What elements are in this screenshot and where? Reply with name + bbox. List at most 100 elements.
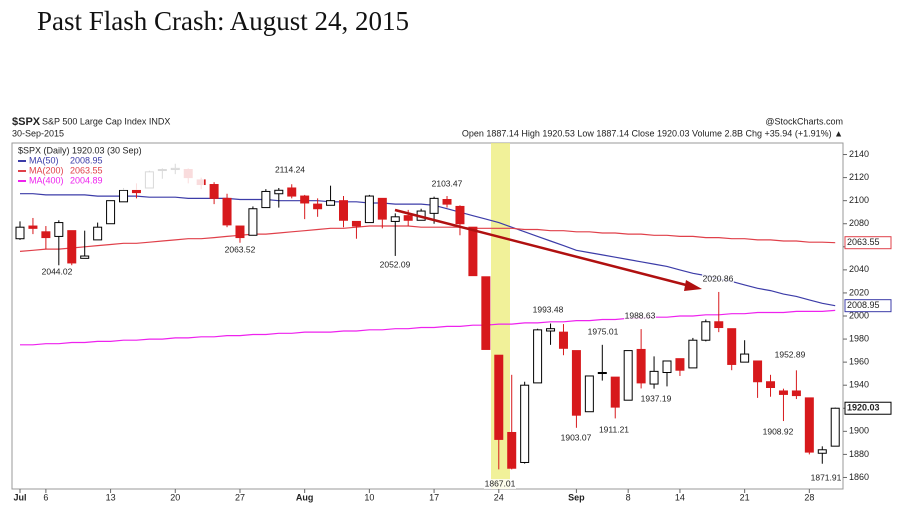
annotation: 2063.52 (225, 244, 256, 254)
y-tick-label: 1880 (849, 449, 869, 459)
annotation: 1937.19 (641, 393, 672, 403)
candle-body (235, 225, 245, 239)
annotation-bg (774, 350, 806, 360)
quote: Open 1887.14 High 1920.53 Low 1887.14 Cl… (462, 128, 843, 138)
annotation-bg (274, 165, 306, 175)
candle-body (390, 216, 400, 222)
candle-body (261, 190, 271, 209)
candle-body (93, 226, 103, 241)
legend-price: $SPX (Daily) 1920.03 (30 Sep) (18, 145, 142, 155)
index-name: S&P 500 Large Cap Index INDX (42, 116, 170, 126)
arrow-head (684, 280, 702, 291)
candle-body (41, 231, 51, 239)
candle-body (571, 350, 581, 416)
candle-body (791, 390, 801, 397)
y-tick-label: 2120 (849, 172, 869, 182)
marks (15, 163, 840, 470)
annotation: 1975.01 (588, 326, 619, 336)
candle-body (28, 225, 38, 229)
candle-body (351, 220, 361, 227)
y-tick-label: 2140 (849, 149, 869, 159)
candle-body (468, 226, 478, 277)
legend-value: 2063.55 (70, 165, 103, 175)
annotation-bg (484, 479, 516, 489)
x-tick-label: 8 (626, 492, 631, 502)
candle-body (597, 372, 607, 375)
annotation: 1867.01 (485, 478, 516, 488)
candle-body (339, 200, 348, 221)
annotation: 1903.07 (561, 432, 592, 442)
candle-body (455, 205, 465, 225)
candle-body (817, 449, 827, 454)
annotation: 2044.02 (42, 266, 73, 276)
ma-line (20, 309, 836, 346)
annotation: 2052.09 (380, 259, 411, 269)
candle-body (403, 215, 413, 221)
x-tick-label: 13 (106, 492, 116, 502)
legend-label: MA(200) (29, 165, 64, 175)
legend-label: MA(400) (29, 175, 64, 185)
annotation-bg (224, 245, 256, 255)
candle-body (106, 200, 116, 225)
annotation: 2020.86 (703, 273, 734, 283)
y-tick-label: 2100 (849, 195, 869, 205)
candle-body (520, 384, 530, 463)
x-tick-label: 6 (43, 492, 48, 502)
x-tick-label: 14 (675, 492, 685, 502)
legend-value: 2008.95 (70, 155, 103, 165)
candle-body (300, 195, 310, 204)
x-tick-label: 24 (494, 492, 504, 502)
candle-body (442, 199, 452, 205)
candle-body (54, 222, 64, 237)
candle-body (313, 203, 323, 210)
annotation-bg (598, 425, 630, 435)
candle-body (662, 360, 672, 374)
x-tick-label: 28 (804, 492, 814, 502)
annotation-bg (762, 427, 794, 437)
candle-body (494, 354, 504, 440)
legend-label: MA(50) (29, 155, 59, 165)
candle-body (287, 187, 297, 197)
candle-body (209, 184, 219, 199)
symbol: $SPX (12, 116, 41, 128)
annotation: 1908.92 (763, 426, 794, 436)
annotation: 1988.63 (625, 310, 656, 320)
candle-body (364, 195, 374, 224)
legend-value: 2004.89 (70, 175, 103, 185)
annotation-bg (379, 260, 411, 270)
candle-body (675, 358, 685, 371)
arrow-line (394, 208, 691, 288)
last-value-tag (844, 299, 892, 313)
ma-line (19, 225, 836, 252)
candle-body (222, 197, 232, 226)
annotation: 1871.91 (811, 472, 842, 482)
candle-body (429, 197, 439, 214)
candle-body (248, 208, 258, 236)
candle-body (558, 331, 568, 349)
candle-body (636, 348, 646, 384)
annotation: 2114.24 (275, 164, 305, 174)
annotation-bg (624, 311, 656, 321)
annotation: 1911.21 (599, 424, 629, 434)
candle-body (688, 339, 698, 369)
y-tick-label: 2020 (849, 287, 869, 297)
annotation-bg (560, 433, 592, 443)
source: @StockCharts.com (765, 116, 843, 126)
candle-body (546, 328, 556, 332)
annotation-bg (702, 274, 734, 284)
annotation-bg (431, 179, 463, 189)
annotation: 2103.47 (432, 178, 463, 188)
legend: $SPX (Daily) 1920.03 (30 Sep) MA(50) 2008… (14, 145, 204, 190)
annotation-bg (810, 473, 842, 483)
candle-body (80, 255, 90, 259)
candle-body (740, 353, 750, 363)
candle-body (766, 381, 776, 389)
y-tick-label: 2000 (849, 310, 869, 320)
y-tick-label: 1960 (849, 357, 869, 367)
candle-body (481, 276, 491, 350)
x-tick-label: 10 (364, 492, 374, 502)
y-tick-label: 1940 (849, 380, 869, 390)
last-value-label: 1920.03 (847, 403, 880, 413)
last-value-label: 2063.55 (847, 237, 880, 247)
